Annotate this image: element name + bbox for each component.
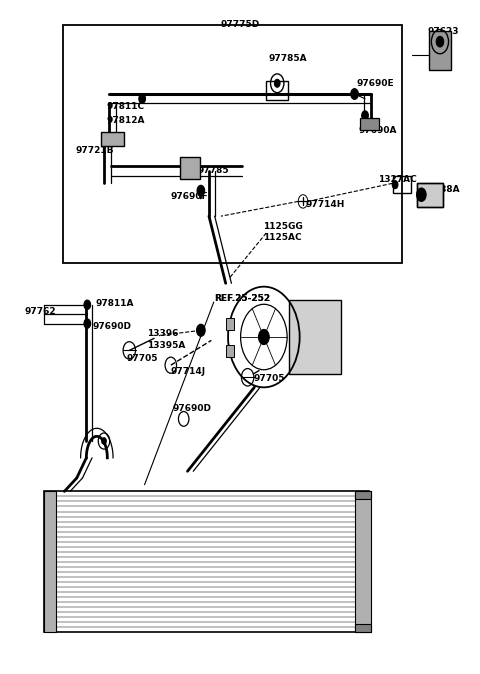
Text: REF.25-252: REF.25-252: [214, 294, 270, 303]
Circle shape: [84, 300, 91, 309]
Text: 13395A: 13395A: [147, 340, 185, 350]
Text: 97785A: 97785A: [268, 54, 307, 63]
Text: 97705: 97705: [253, 374, 285, 383]
Text: 1125AC: 1125AC: [263, 233, 301, 242]
Text: 97721B: 97721B: [75, 146, 114, 155]
Bar: [417, 183, 443, 207]
Bar: [101, 131, 123, 146]
Text: 97775D: 97775D: [220, 20, 260, 30]
Circle shape: [351, 89, 359, 99]
Circle shape: [275, 80, 280, 88]
Bar: [356, 491, 371, 499]
Bar: [429, 31, 451, 70]
Text: 97690E: 97690E: [357, 79, 395, 88]
Text: 97690D: 97690D: [172, 404, 211, 413]
Text: 97811C: 97811C: [107, 102, 144, 111]
Circle shape: [259, 330, 269, 344]
Text: 97811A: 97811A: [96, 299, 134, 308]
Text: 97623: 97623: [427, 27, 458, 36]
Circle shape: [197, 324, 205, 336]
Text: 97788A: 97788A: [421, 185, 460, 194]
Circle shape: [392, 181, 398, 189]
Text: REF.25-252: REF.25-252: [214, 294, 270, 303]
Text: 97690F: 97690F: [171, 191, 208, 201]
Text: 13396: 13396: [147, 329, 178, 338]
Bar: [180, 157, 200, 179]
Bar: [226, 345, 234, 357]
Bar: [44, 491, 56, 632]
Bar: [393, 176, 411, 193]
Bar: [417, 183, 443, 207]
Text: 97714H: 97714H: [306, 200, 345, 208]
Circle shape: [436, 36, 444, 47]
Circle shape: [102, 437, 107, 444]
Bar: [226, 318, 234, 330]
Bar: [266, 82, 288, 100]
Circle shape: [362, 111, 368, 120]
Circle shape: [417, 188, 426, 202]
Text: 1327AC: 1327AC: [378, 175, 417, 184]
Bar: [360, 118, 379, 130]
Bar: [356, 491, 371, 632]
Bar: [44, 491, 369, 632]
Bar: [63, 25, 402, 263]
Circle shape: [197, 185, 204, 196]
Bar: [289, 300, 341, 374]
Circle shape: [139, 94, 145, 103]
Text: 97812A: 97812A: [107, 116, 145, 125]
Bar: [356, 624, 371, 632]
Text: 97690D: 97690D: [92, 322, 131, 332]
Text: 97762: 97762: [24, 307, 56, 316]
Text: 1125GG: 1125GG: [263, 222, 303, 231]
Text: 97714J: 97714J: [171, 367, 206, 376]
Text: 97785: 97785: [197, 166, 228, 175]
Text: 97705: 97705: [126, 354, 158, 363]
Text: 97690A: 97690A: [359, 126, 397, 135]
Circle shape: [84, 319, 91, 328]
